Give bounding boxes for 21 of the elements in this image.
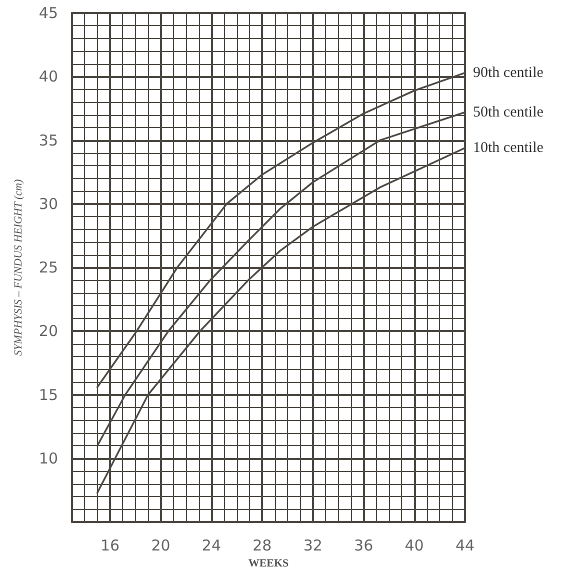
y-tick-label: 10 [38, 449, 58, 468]
y-axis-title: SYMPHYSIS – FUNDUS HEIGHT (cm) [12, 178, 24, 356]
y-tick-label: 25 [38, 258, 58, 276]
x-tick-label: 16 [100, 536, 120, 554]
y-tick-label: 35 [38, 131, 58, 150]
x-tick-label: 20 [151, 536, 170, 554]
y-tick-label: 15 [38, 386, 58, 404]
x-tick-label: 32 [303, 536, 322, 554]
y-tick-label: 20 [38, 322, 58, 340]
x-axis-title: WEEKS [248, 558, 289, 570]
series-label: 50th centile [473, 104, 544, 120]
series-label: 10th centile [473, 140, 544, 156]
x-tick-label: 40 [404, 536, 424, 554]
x-tick-label: 44 [455, 536, 475, 554]
x-tick-label: 24 [202, 536, 221, 554]
y-tick-label: 40 [38, 68, 58, 86]
y-tick-label: 45 [38, 4, 58, 22]
y-tick-label: 30 [38, 194, 58, 213]
series-label: 90th centile [473, 64, 544, 81]
x-tick-label: 28 [252, 536, 272, 554]
x-tick-label: 36 [354, 536, 374, 554]
